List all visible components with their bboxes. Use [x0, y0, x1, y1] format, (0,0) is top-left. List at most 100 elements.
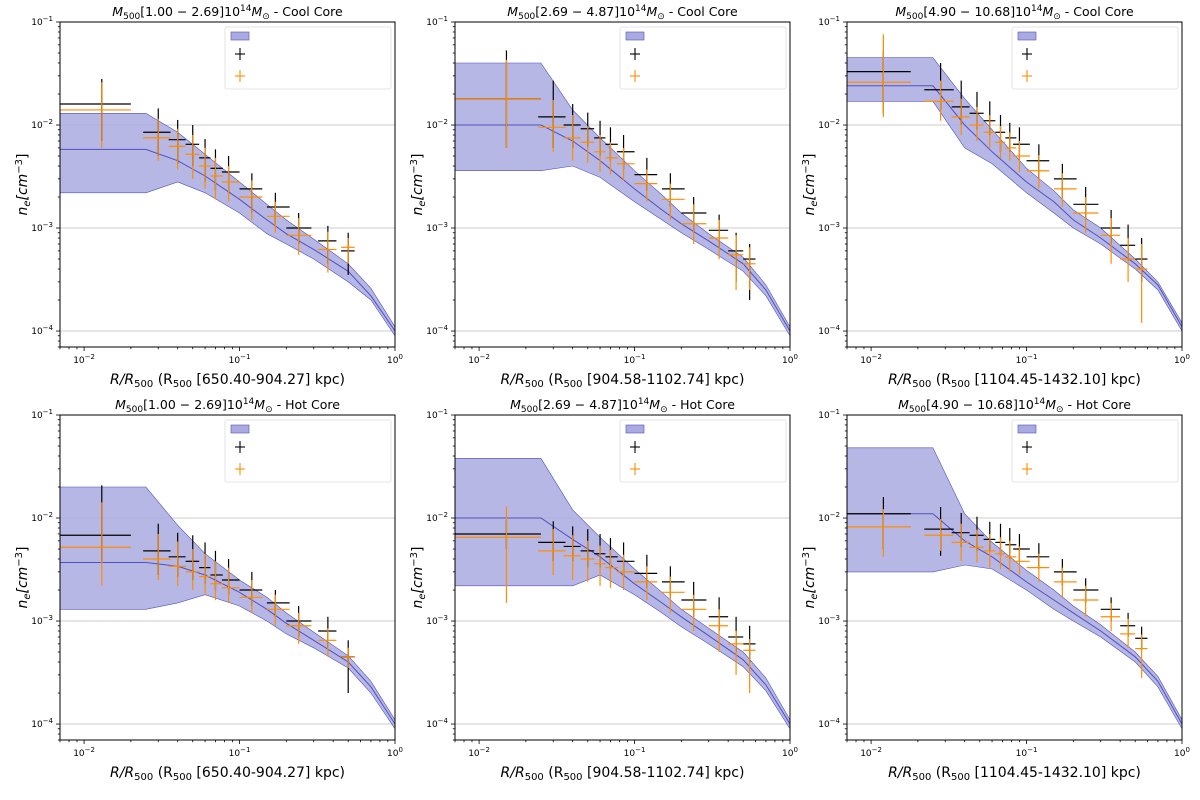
title-range: [4.90 − 10.68]10: [923, 4, 1031, 19]
cavagnolo-corrected: [60, 502, 355, 668]
cavagnolo-corrected-point: [1120, 238, 1136, 282]
tick-base: 10: [387, 356, 399, 366]
ylabel-n: n: [15, 600, 31, 609]
title-exp: 14: [243, 397, 255, 407]
title-sub: 500: [521, 405, 538, 415]
title-unit-sub: ⊙: [657, 12, 665, 22]
cavagnolo-corrected-point: [995, 537, 1006, 569]
xlabel-sub: 500: [134, 772, 153, 783]
ylabel-sub: e: [22, 593, 33, 599]
tick-base: 10: [426, 327, 438, 337]
tick-base: 10: [818, 617, 830, 627]
ylabel-sub: e: [22, 200, 33, 206]
tick-exponent: −1: [240, 353, 250, 361]
title-unit-sub: ⊙: [660, 405, 668, 415]
title-m: M: [507, 4, 518, 19]
xlabel-sub: 500: [525, 772, 544, 783]
legend: [1011, 26, 1179, 90]
x-tick-label: 10−2: [468, 746, 490, 759]
cavagnolo-corrected-point: [847, 509, 911, 557]
tick-base: 10: [818, 514, 830, 524]
tick-exponent: −3: [830, 614, 840, 622]
cavagnolo-original-point: [1100, 597, 1121, 622]
ylabel-exp: −3: [409, 552, 420, 567]
title-unit: M: [251, 4, 262, 19]
tick-base: 10: [818, 224, 830, 234]
tick-base: 10: [1016, 749, 1028, 759]
y-tick-label: 10−4: [31, 324, 53, 337]
cavagnolo-corrected-point: [728, 235, 744, 291]
cavagnolo-corrected: [455, 506, 756, 694]
cavagnolo-corrected: [847, 34, 1148, 323]
cavagnolo-corrected-point: [185, 134, 200, 179]
ylabel-close: ]: [15, 153, 31, 158]
cavagnolo-corrected: [847, 509, 1148, 678]
tick-exponent: −3: [438, 614, 448, 622]
cavagnolo-corrected-point: [221, 567, 240, 603]
plot-area: [847, 447, 1182, 730]
tick-exponent: −4: [830, 324, 841, 332]
magneticum-median-line: [455, 124, 790, 332]
cavagnolo-corrected-point: [60, 82, 131, 148]
plot-frame: [454, 21, 791, 348]
cavagnolo-corrected-point: [728, 631, 744, 675]
title-unit-sub: ⊙: [1053, 12, 1061, 22]
cavagnolo-corrected-point: [1053, 567, 1077, 598]
tick-base: 10: [818, 720, 830, 730]
tick-base: 10: [387, 749, 399, 759]
xlabel-ratio: R/R: [888, 765, 912, 781]
x-tick-label: 10−2: [860, 353, 882, 366]
x-axis-label: R/R500 (R500 [1104.45-1432.10] kpc): [888, 765, 1141, 783]
title-exp: 14: [638, 397, 650, 407]
cavagnolo-corrected-point: [1135, 243, 1148, 323]
chart-title: M500[2.69 − 4.87]1014M⊙ - Cool Core: [507, 4, 738, 22]
xlabel-sub: 500: [525, 379, 544, 390]
cavagnolo-corrected-point: [924, 80, 954, 121]
plot-frame: [454, 414, 791, 741]
xlabel-sub2: 500: [563, 379, 582, 390]
tick-base: 10: [860, 356, 872, 366]
x-axis-label: R/R500 (R500 [650.40-904.27] kpc): [110, 765, 345, 783]
cavagnolo-corrected-point: [239, 580, 263, 613]
ylabel-close: ]: [410, 546, 426, 551]
tick-base: 10: [426, 720, 438, 730]
cavagnolo-corrected-point: [341, 238, 355, 264]
y-axis-label: ne[cm−3]: [409, 546, 428, 608]
ylabel-n: n: [15, 207, 31, 216]
tick-exponent: −2: [872, 353, 882, 361]
tick-exponent: −4: [43, 324, 54, 332]
tick-exponent: −1: [438, 408, 448, 416]
cavagnolo-corrected-point: [708, 609, 729, 653]
tick-exponent: 0: [1185, 746, 1189, 754]
cavagnolo-corrected-point: [1013, 140, 1030, 172]
tick-exponent: −1: [438, 15, 448, 23]
magneticum-median-line: [847, 513, 1182, 725]
legend-box: [1011, 419, 1179, 483]
title-range: [1.00 − 2.69]10: [140, 4, 240, 19]
xlabel-mid: (R: [931, 372, 951, 388]
cavagnolo-corrected: [455, 59, 756, 291]
tick-exponent: −4: [43, 717, 54, 725]
tick-base: 10: [1174, 749, 1186, 759]
legend: [1011, 419, 1179, 483]
chart-title: M500[1.00 − 2.69]1014M⊙ - Hot Core: [115, 397, 340, 415]
title-suffix: - Hot Core: [1064, 397, 1132, 412]
y-ticks: 10−410−310−210−1: [426, 408, 455, 741]
legend: [224, 26, 392, 90]
x-tick-label: 10−1: [229, 746, 251, 759]
title-range: [2.69 − 4.87]10: [535, 4, 635, 19]
tick-exponent: −2: [43, 118, 53, 126]
cavagnolo-corrected-point: [266, 201, 290, 233]
plot-area: [455, 50, 790, 337]
legend-box: [224, 419, 392, 483]
tick-exponent: −2: [830, 511, 840, 519]
cavagnolo-corrected: [60, 82, 355, 273]
tick-exponent: −1: [830, 408, 840, 416]
legend-band-swatch: [1017, 424, 1037, 434]
cavagnolo-corrected-point: [210, 561, 223, 601]
cavagnolo-corrected-point: [616, 554, 635, 591]
y-tick-label: 10−1: [818, 408, 840, 421]
y-tick-label: 10−2: [31, 118, 53, 131]
xlabel-ratio: R/R: [110, 372, 134, 388]
